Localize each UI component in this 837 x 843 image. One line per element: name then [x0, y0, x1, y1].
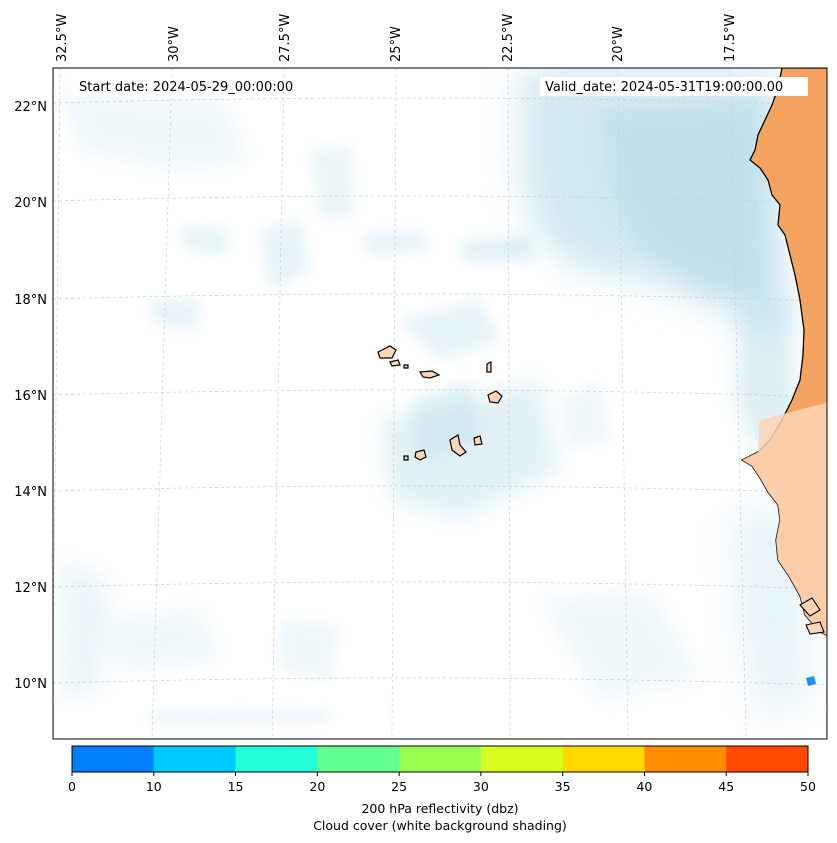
colorbar-frame: [71, 745, 809, 773]
lon-label-22-5w: 22.5°W: [501, 14, 516, 62]
map-frame: [52, 67, 828, 740]
colorbar-segment: [562, 746, 645, 772]
lat-label-20n: 20°N: [14, 196, 47, 211]
colorbar-tick-label: 0: [68, 779, 76, 794]
lat-label-10n: 10°N: [14, 677, 47, 692]
lat-label-12n: 12°N: [14, 581, 47, 596]
lat-label-14n: 14°N: [14, 485, 47, 500]
island-santiago: [449, 434, 467, 457]
colorbar-segment: [72, 746, 155, 772]
colorbar-tick-label: 50: [800, 779, 816, 794]
island-sal: [486, 361, 492, 373]
colorbar-tick-label: 25: [391, 779, 407, 794]
colorbar: 0 10 15 20 25 30 35 40 45 50 200 hPa reflectivity…: [68, 745, 816, 833]
valid-date-box: [540, 77, 808, 96]
lon-label-25w: 25°W: [389, 26, 404, 62]
colorbar-segment: [644, 746, 727, 772]
cape-verde-islands: [377, 345, 503, 461]
lon-label-32-5w: 32.5°W: [55, 14, 70, 62]
colorbar-segment: [726, 746, 809, 772]
longitude-labels: 32.5°W 30°W 27.5°W 25°W 22.5°W 20°W 17.5…: [55, 14, 738, 62]
colorbar-segment: [480, 746, 564, 772]
lat-label-22n: 22°N: [14, 100, 47, 115]
colorbar-tick-label: 35: [555, 779, 571, 794]
lon-label-20w: 20°W: [611, 26, 626, 62]
island-santo-antao: [377, 345, 397, 359]
lon-label-27-5w: 27.5°W: [278, 14, 293, 62]
colorbar-label-cloud-cover: Cloud cover (white background shading): [313, 818, 567, 833]
colorbar-label-reflectivity: 200 hPa reflectivity (dbz): [361, 801, 518, 816]
island-sao-nicolau: [418, 370, 441, 379]
cloud-cover-shading: [60, 68, 810, 724]
start-date-box: [72, 77, 312, 96]
colorbar-tick-label: 20: [309, 779, 325, 794]
colorbar-tick-label: 10: [146, 779, 162, 794]
colorbar-tick-label: 30: [473, 779, 489, 794]
island-santa-luzia: [403, 364, 409, 369]
island-brava: [403, 455, 409, 461]
lon-label-17-5w: 17.5°W: [723, 14, 738, 62]
lat-label-18n: 18°N: [14, 293, 47, 308]
island-fogo: [414, 449, 427, 461]
island-sao-vicente: [389, 359, 401, 367]
island-maio: [473, 435, 483, 446]
map-area: Start date: 2024-05-29_00:00:00 Valid_da…: [52, 67, 828, 740]
graticule: [53, 68, 827, 739]
reflectivity-spot: [806, 676, 816, 686]
colorbar-segment: [399, 746, 482, 772]
lat-label-16n: 16°N: [14, 389, 47, 404]
colorbar-tick-label: 45: [718, 779, 734, 794]
africa-coast: [740, 68, 827, 637]
colorbar-segment: [153, 746, 237, 772]
colorbar-segments: [72, 746, 809, 772]
colorbar-ticks: 0 10 15 20 25 30 35 40 45 50: [68, 772, 816, 794]
colorbar-segment: [235, 746, 318, 772]
lon-label-30w: 30°W: [167, 26, 182, 62]
colorbar-tick-label: 40: [636, 779, 652, 794]
colorbar-tick-label: 15: [228, 779, 244, 794]
island-boa-vista: [487, 390, 503, 404]
start-date-label: Start date: 2024-05-29_00:00:00: [79, 80, 293, 95]
colorbar-segment: [317, 746, 400, 772]
africa-land-light: [742, 402, 827, 636]
latitude-labels: 22°N 20°N 18°N 16°N 14°N 12°N 10°N: [14, 100, 47, 692]
valid-date-label: Valid_date: 2024-05-31T19:00:00.00: [545, 80, 783, 95]
